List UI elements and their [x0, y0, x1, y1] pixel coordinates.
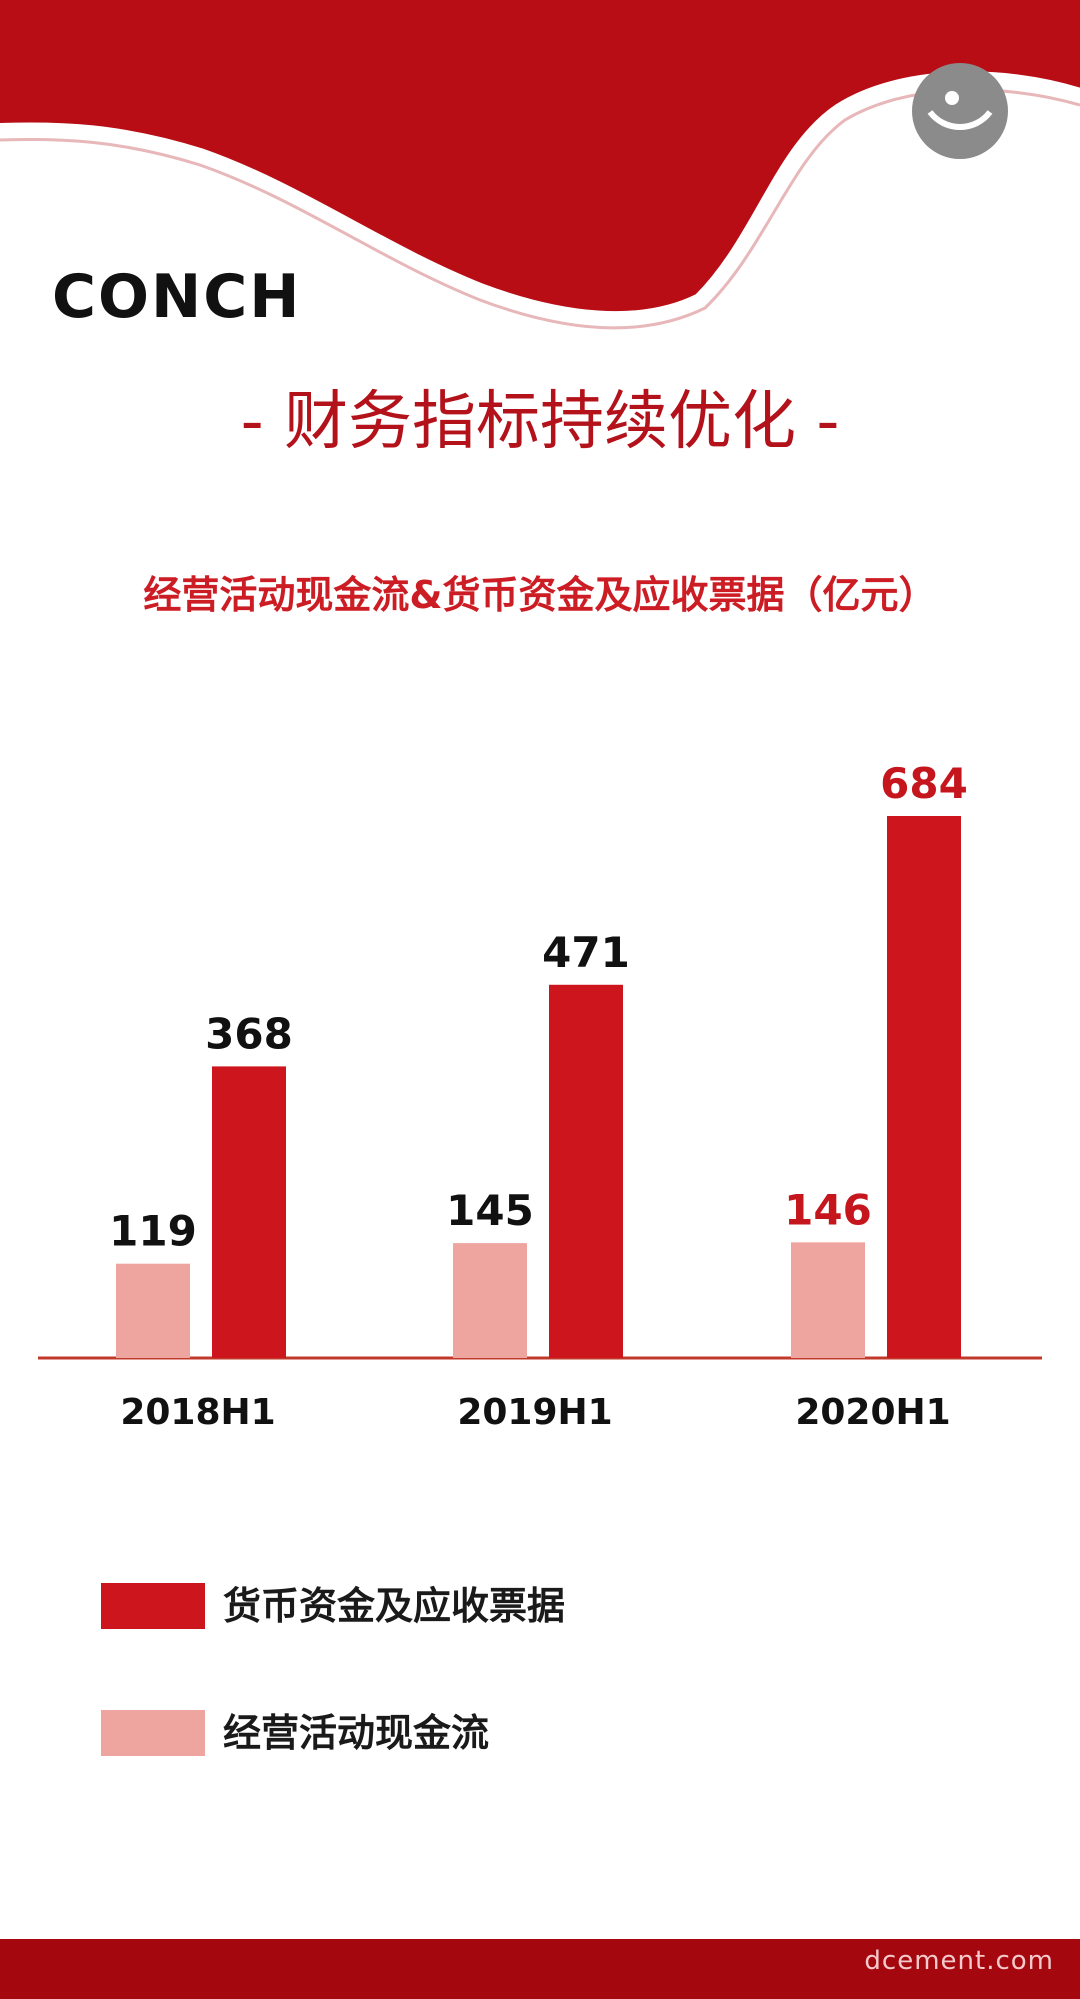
chart-title: 经营活动现金流&货币资金及应收票据（亿元） [143, 573, 937, 617]
footer-band [0, 1939, 1080, 1999]
data-label: 119 [109, 1207, 197, 1256]
logo-text: CONCH [52, 262, 302, 332]
header-wave-banner [0, 0, 1080, 330]
round-emblem-icon [912, 63, 1008, 159]
x-tick-label: 2018H1 [120, 1392, 275, 1433]
legend-label: 货币资金及应收票据 [223, 1584, 566, 1628]
data-label: 684 [880, 759, 968, 808]
x-tick-label: 2019H1 [457, 1392, 612, 1433]
data-label: 146 [784, 1185, 872, 1234]
legend-swatch [101, 1583, 205, 1629]
conch-logo: CONCH [52, 262, 302, 332]
data-label: 471 [542, 928, 630, 977]
watermark: dcement.com [864, 1946, 1054, 1976]
data-label: 368 [205, 1009, 293, 1058]
data-label: 145 [446, 1186, 534, 1235]
bar-2020H1-cash-and-notes [887, 816, 961, 1358]
bar-2019H1-cash-and-notes [549, 984, 623, 1358]
bar-2019H1-cash-flow [453, 1243, 527, 1358]
x-tick-label: 2020H1 [795, 1392, 950, 1433]
legend-label: 经营活动现金流 [223, 1711, 490, 1755]
bar-2020H1-cash-flow [791, 1242, 865, 1358]
legend-swatch [101, 1710, 205, 1756]
page-headline: - 财务指标持续优化 - [240, 385, 840, 459]
bar-chart: 119 368 2018H1 145 471 2019H1 146 684 2020H1 [38, 759, 1042, 1433]
bar-2018H1-cash-and-notes [212, 1066, 286, 1358]
bar-2018H1-cash-flow [116, 1263, 190, 1358]
